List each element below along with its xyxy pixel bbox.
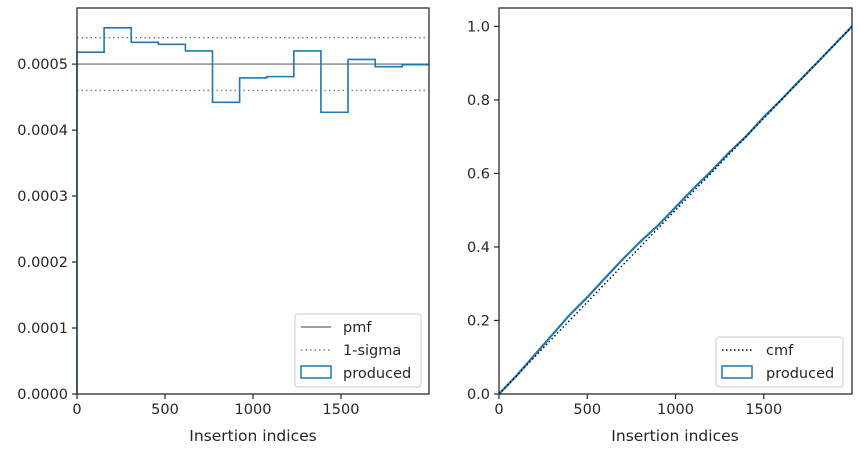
legend: cmf produced — [715, 336, 844, 388]
x-axis-label: Insertion indices — [189, 427, 316, 445]
legend: pmf 1-sigma produced — [294, 313, 422, 388]
y-axis-ticks: 0.0 0.2 0.4 0.6 0.8 1.0 — [467, 19, 499, 403]
x-tick-label: 1500 — [323, 402, 360, 418]
legend-label-produced: produced — [766, 366, 834, 382]
x-tick-label: 1000 — [235, 402, 272, 418]
y-tick-label: 1.0 — [467, 19, 490, 35]
y-axis-ticks: 0.0000 0.0001 0.0002 0.0003 0.0004 0.0005 — [17, 57, 77, 403]
pmf-histogram-chart: 0 500 1000 1500 0.00000.00010.00020.00030.0… — [17, 7, 430, 445]
y-tick-label: 0.2 — [467, 313, 490, 329]
y-tick-label: 0.0000 — [17, 387, 68, 403]
legend-label-1-sigma: 1-sigma — [343, 343, 401, 359]
chart-marks — [76, 26, 429, 394]
legend-label-cmf: cmf — [766, 343, 794, 359]
legend-box — [294, 313, 422, 388]
x-tick-label: 500 — [573, 402, 601, 418]
x-tick-label: 1500 — [745, 402, 782, 418]
x-axis-ticks: 0 500 1000 1500 — [72, 394, 359, 418]
x-tick-label: 500 — [151, 402, 179, 418]
legend-label-produced: produced — [343, 366, 411, 382]
produced-histogram-step — [76, 26, 429, 394]
chart-marks — [498, 25, 853, 395]
x-tick-label: 0 — [72, 402, 81, 418]
y-tick-label: 0.0005 — [17, 57, 68, 73]
y-tick-label: 0.0001 — [17, 321, 68, 337]
x-tick-label: 0 — [494, 402, 503, 418]
y-tick-label: 0.6 — [467, 166, 490, 182]
y-tick-label: 0.8 — [467, 93, 490, 109]
x-tick-label: 1000 — [657, 402, 694, 418]
legend-box — [715, 336, 844, 388]
y-tick-label: 0.0003 — [17, 189, 68, 205]
legend-swatch-produced — [721, 365, 753, 379]
y-tick-label: 0.4 — [467, 240, 490, 256]
legend-swatch-produced — [300, 365, 332, 379]
y-tick-label: 0.0 — [467, 387, 490, 403]
x-axis-ticks: 0 500 1000 1500 — [494, 394, 782, 418]
cmf-chart: 0 500 1000 1500 0.0 0.2 0.4 0.6 0.8 1.0 Insertio… — [467, 7, 853, 445]
y-tick-label: 0.0004 — [17, 123, 68, 139]
y-tick-label: 0.0002 — [17, 255, 68, 271]
legend-label-pmf: pmf — [343, 320, 372, 336]
cmf-line — [498, 25, 853, 395]
x-axis-label: Insertion indices — [611, 427, 738, 445]
